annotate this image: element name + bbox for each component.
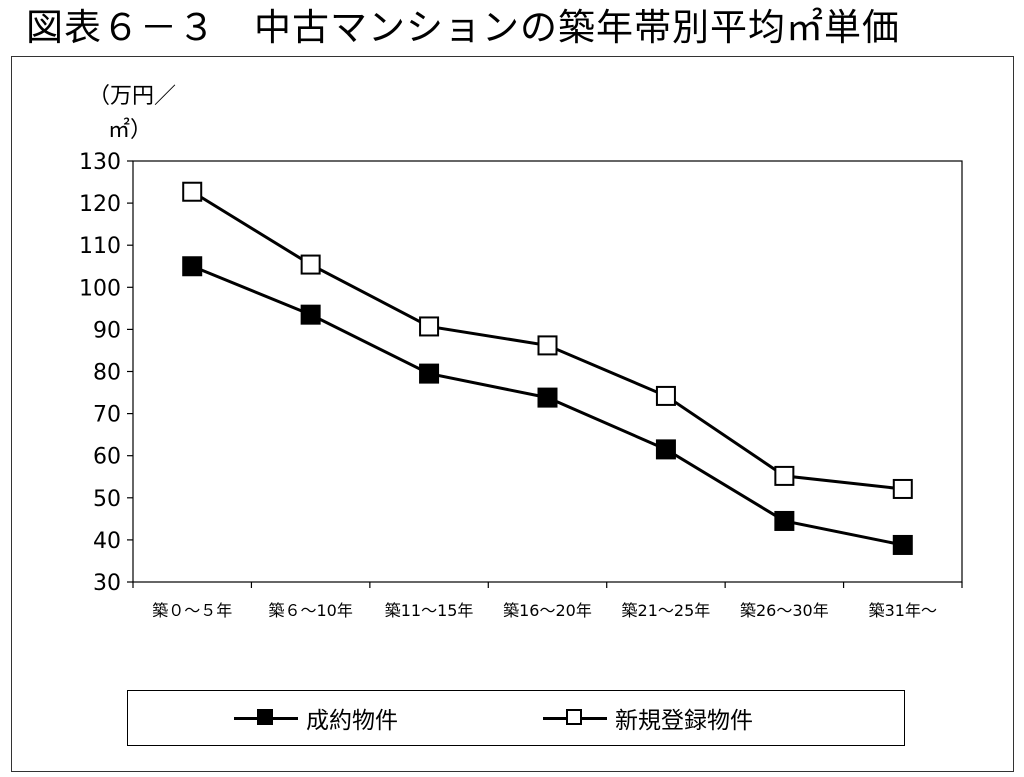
data-point-open-square [774, 465, 795, 486]
y-tick-label: 50 [93, 487, 121, 512]
y-tick-label: 130 [79, 150, 121, 175]
line-chart: 30 40 50 60 70 80 90 100 110 120 130 （万円／ ㎡） 築０～５年 築６～… [79, 84, 963, 620]
legend-item-new-listings: 新規登録物件 [543, 691, 753, 745]
figure-title: 図表６－３ 中古マンションの築年帯別平均㎡単価 [26, 6, 900, 49]
x-tick-label: 築21～25年 [622, 601, 711, 620]
data-point-filled-square [419, 363, 440, 384]
y-axis-label: （万円／ [88, 84, 176, 109]
data-point-filled-square [892, 534, 913, 555]
x-tick-label: 築０～５年 [152, 601, 232, 620]
legend-item-contracted: 成約物件 [234, 691, 398, 745]
x-tick-label: 築16～20年 [503, 601, 592, 620]
y-tick-label: 110 [79, 234, 121, 259]
y-tick-label: 60 [93, 445, 121, 470]
y-axis-label: ㎡） [108, 117, 152, 143]
data-point-filled-square [655, 439, 676, 460]
data-point-filled-square [300, 304, 321, 325]
chart-frame [11, 56, 1014, 772]
plot-area [132, 160, 963, 583]
y-tick-label: 90 [93, 318, 121, 343]
legend-label-new-listings: 新規登録物件 [615, 708, 753, 734]
y-tick-label: 80 [93, 361, 121, 386]
data-point-open-square [655, 385, 676, 406]
data-point-open-square [419, 316, 440, 337]
legend-swatch-filled-square [234, 708, 298, 728]
data-point-filled-square [774, 510, 795, 531]
legend-label-contracted: 成約物件 [306, 708, 398, 734]
y-tick-label: 30 [93, 571, 121, 596]
y-tick-label: 100 [79, 276, 121, 301]
data-point-filled-square [182, 256, 203, 277]
y-tick-label: 120 [79, 192, 121, 217]
y-tick-label: 40 [93, 529, 121, 554]
x-tick-label: 築31年～ [869, 601, 937, 620]
x-tick-label: 築11～15年 [385, 601, 474, 620]
x-tick-label: 築26～30年 [740, 601, 829, 620]
data-point-open-square [537, 335, 558, 356]
data-point-filled-square [537, 387, 558, 408]
y-tick-label: 70 [93, 403, 121, 428]
data-point-open-square [182, 181, 203, 202]
data-point-open-square [300, 254, 321, 275]
x-tick-label: 築６～10年 [268, 601, 352, 620]
chart-legend: 成約物件 新規登録物件 [127, 690, 905, 746]
data-point-open-square [892, 478, 913, 499]
legend-swatch-open-square [543, 708, 607, 728]
